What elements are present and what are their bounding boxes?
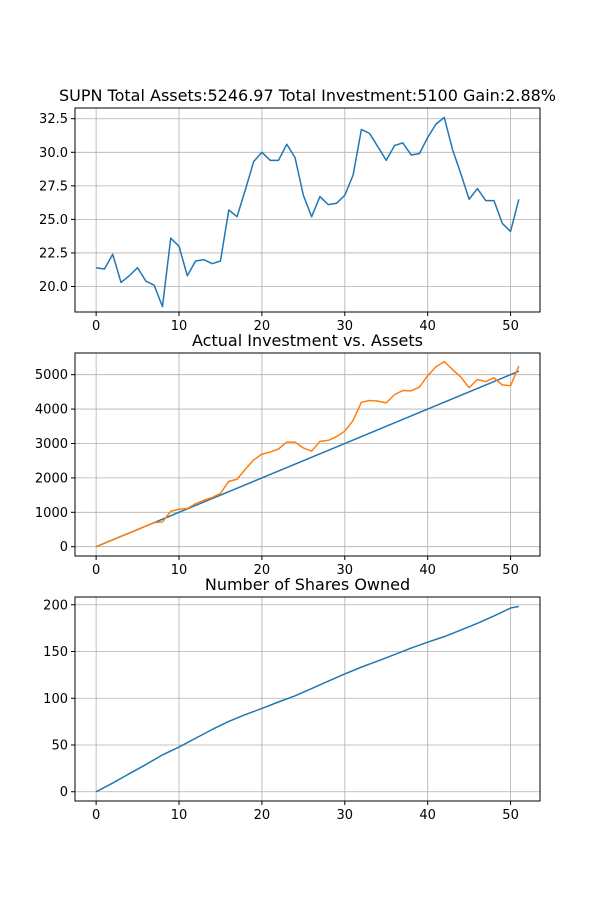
y-tick-label: 0: [60, 785, 68, 800]
y-tick-label: 20.0: [39, 280, 68, 295]
y-tick-label: 2000: [35, 471, 68, 486]
series-line-0: [96, 116, 520, 308]
y-tick-label: 200: [43, 598, 68, 613]
x-tick-label: 20: [254, 563, 271, 578]
axes-frame: [74, 107, 541, 313]
investment-vs-assets-chart: 0 10 20 30 40 50 0 1000 2000 3000 4000 5000 Actual I…: [35, 331, 541, 578]
x-tick-label: 20: [254, 808, 271, 823]
x-tick-label: 50: [502, 319, 519, 334]
y-tick-label: 22.5: [39, 246, 68, 261]
x-tick-label: 10: [171, 563, 188, 578]
x-tick-label: 40: [419, 319, 436, 334]
x-tick-label: 10: [171, 319, 188, 334]
y-tick-label: 32.5: [39, 112, 68, 127]
y-tick-label: 5000: [35, 368, 68, 383]
series-line-1: [95, 360, 520, 548]
chart-title: Number of Shares Owned: [205, 575, 410, 594]
axes-frame: [74, 596, 541, 802]
x-tick-label: 10: [171, 808, 188, 823]
chart-title: SUPN Total Assets:5246.97 Total Investme…: [59, 86, 556, 105]
x-tick-label: 40: [419, 563, 436, 578]
x-tick-label: 0: [92, 563, 100, 578]
shares-owned-chart: 0 10 20 30 40 50 0 50 100 150 200 Number of Shares …: [43, 575, 541, 823]
y-tick-label: 0: [60, 540, 68, 555]
x-tick-label: 30: [337, 563, 354, 578]
x-tick-label: 0: [92, 808, 100, 823]
assets-price-chart: 0 10 20 30 40 50 20.0 22.5 25.0 27.5 30.0 32.5 SUPN …: [39, 86, 556, 334]
y-tick-label: 1000: [35, 506, 68, 521]
chart-title: Actual Investment vs. Assets: [192, 331, 423, 350]
y-tick-label: 30.0: [39, 146, 68, 161]
y-tick-label: 4000: [35, 403, 68, 418]
x-tick-label: 40: [419, 808, 436, 823]
x-tick-label: 50: [502, 808, 519, 823]
x-tick-label: 0: [92, 319, 100, 334]
series-line-0: [95, 370, 520, 548]
y-tick-label: 50: [51, 738, 68, 753]
x-tick-label: 50: [502, 563, 519, 578]
y-tick-label: 100: [43, 692, 68, 707]
series-line-0: [95, 605, 520, 793]
x-tick-label: 30: [337, 808, 354, 823]
axes-frame: [74, 352, 541, 557]
y-tick-label: 150: [43, 645, 68, 660]
y-tick-label: 3000: [35, 437, 68, 452]
x-tick-label: 30: [337, 319, 354, 334]
y-tick-label: 27.5: [39, 179, 68, 194]
x-tick-label: 20: [254, 319, 271, 334]
y-tick-label: 25.0: [39, 213, 68, 228]
